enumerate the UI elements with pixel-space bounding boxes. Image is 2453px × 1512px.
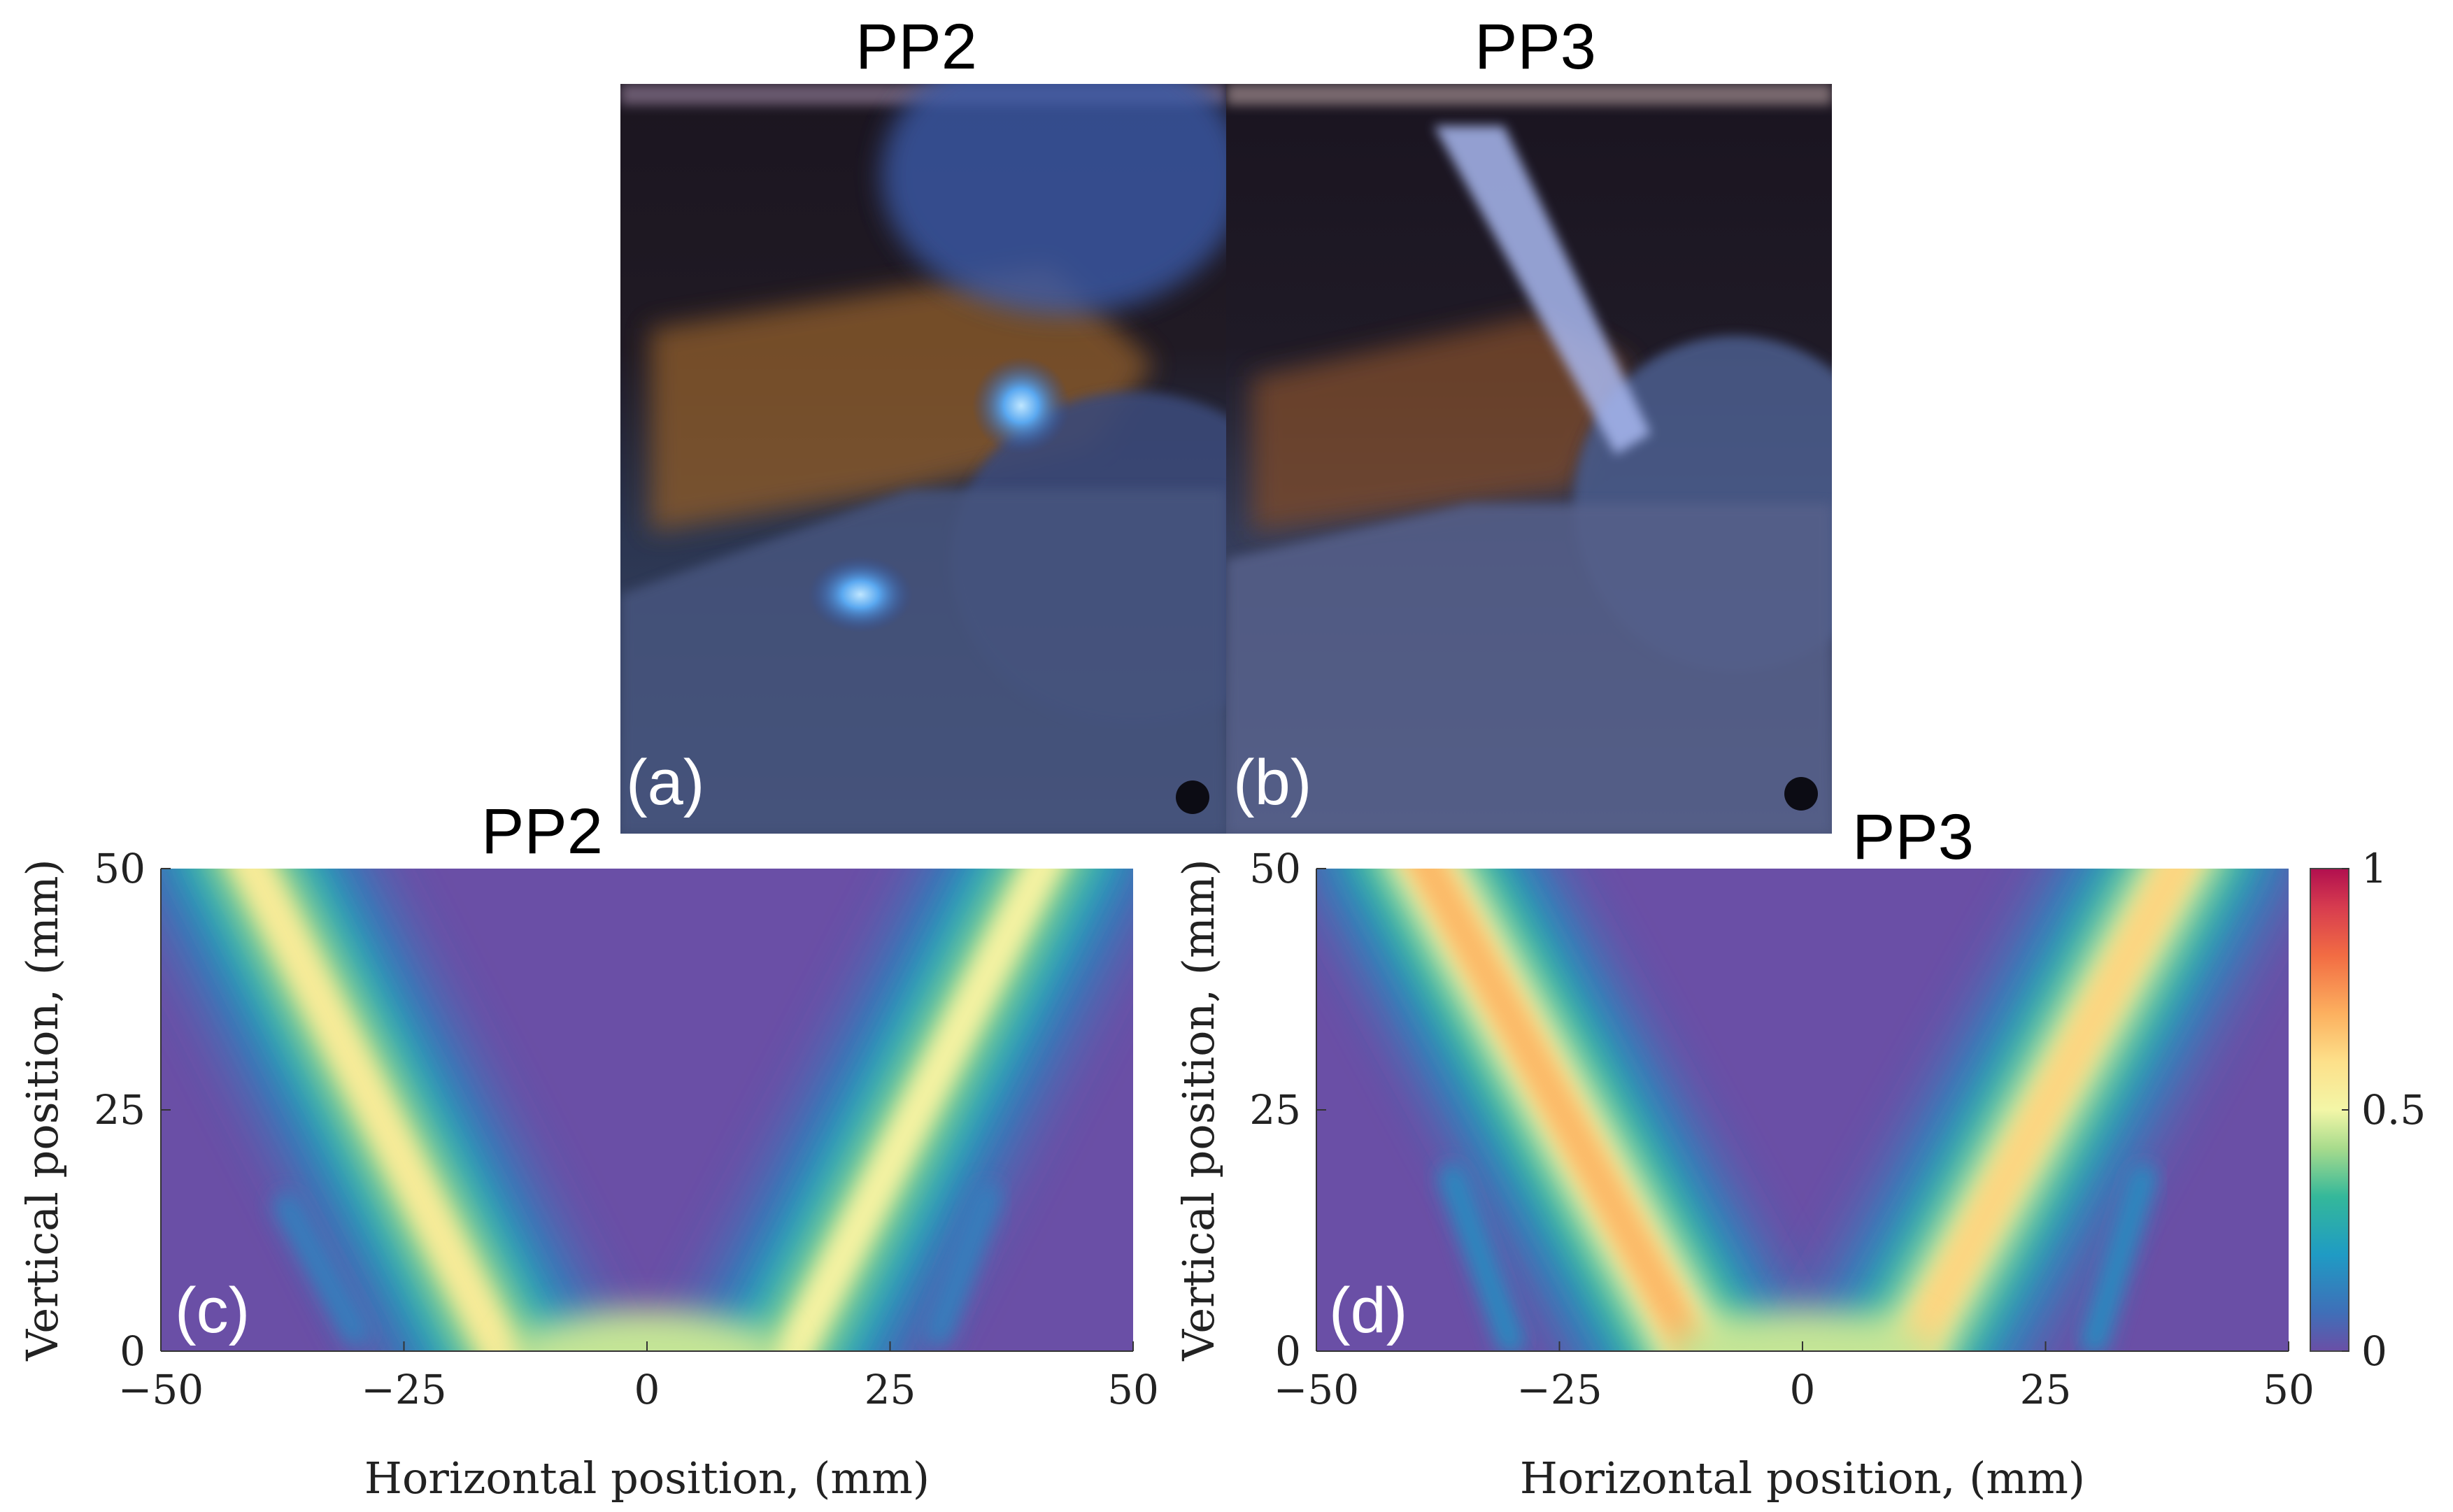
- heatmap-d-panel-label: (d): [1329, 1275, 1407, 1346]
- heatmap-d-title: PP3: [1852, 801, 1974, 873]
- heatmap-c-xtick-label: −50: [118, 1366, 204, 1413]
- photo-a-panel-label: (a): [626, 747, 704, 818]
- heatmap-d-xtick-label: −50: [1274, 1366, 1359, 1413]
- heatmap-c-ytick-label: 0: [120, 1327, 145, 1375]
- heatmap-d-branch-1-layer-3: [1889, 869, 2198, 1351]
- heatmap-c-ytick-label: 25: [94, 1086, 145, 1134]
- colorbar-tick-label: 1: [2361, 845, 2387, 892]
- heatmap-d-branch-0-layer-3: [1407, 869, 1716, 1351]
- photo-panel-a: [620, 84, 1226, 834]
- heatmap-d-junction: [1668, 1309, 1937, 1351]
- heatmap-d-ytick-label: 25: [1249, 1086, 1301, 1134]
- photo-panel-b: [1226, 84, 1832, 834]
- heatmap-d-ylabel: Vertical position, (mm): [1173, 859, 1224, 1361]
- heatmap-c-minor-streak-1: [925, 1183, 1002, 1346]
- photo-a-title: PP2: [855, 11, 977, 83]
- photo-a-haze: [881, 84, 1226, 315]
- heatmap-c-junction: [512, 1309, 782, 1351]
- photo-a-lower-flame: [808, 556, 913, 633]
- photo-b-panel-label: (b): [1233, 747, 1311, 818]
- heatmap-d-ytick-label: 0: [1275, 1327, 1301, 1375]
- photo-a-surface: [620, 490, 1226, 834]
- heatmap-d-minor-streak-0: [1438, 1163, 1525, 1351]
- photo-b-title: PP3: [1474, 11, 1596, 83]
- colorbar-tick-label: 0: [2361, 1327, 2387, 1375]
- photo-b-dark-spot: [1784, 777, 1818, 811]
- heatmap-d-field: [1316, 869, 2289, 1351]
- heatmap-d-xtick-label: 25: [2020, 1366, 2072, 1413]
- heatmap-c-field: [161, 869, 1133, 1351]
- photo-b-jet: [1434, 126, 1651, 455]
- photo-b-top-glow: [1226, 84, 1832, 105]
- photo-a-orange-region: [650, 266, 1154, 532]
- heatmap-d: −50 −25 0 25 50 0 25 50: [1249, 845, 2315, 1413]
- heatmap-c-xtick-label: 25: [865, 1366, 916, 1413]
- heatmap-d-minor-streak-1: [2080, 1163, 2157, 1351]
- heatmap-c-panel-label: (c): [175, 1275, 250, 1346]
- photo-a-dark-spot: [1176, 780, 1209, 814]
- heatmap-c: −50 −25 0 25 50 0 25 50: [94, 845, 1159, 1413]
- heatmap-d-ytick-label: 50: [1249, 845, 1301, 892]
- colorbar: 00.51: [2310, 845, 2426, 1375]
- heatmap-c-minor-streak-0: [273, 1192, 369, 1346]
- heatmap-d-xtick-label: −25: [1516, 1366, 1602, 1413]
- photo-b-surface: [1226, 504, 1832, 834]
- heatmap-d-xlabel: Horizontal position, (mm): [1520, 1453, 2085, 1504]
- heatmap-c-ylabel: Vertical position, (mm): [17, 859, 68, 1361]
- heatmap-c-ytick-label: 50: [94, 845, 145, 892]
- heatmap-c-branch-1-layer-3: [772, 869, 1063, 1351]
- heatmap-d-xtick-label: 50: [2263, 1366, 2315, 1413]
- photo-b-orange-region: [1252, 315, 1630, 532]
- heatmap-c-title: PP2: [481, 796, 603, 867]
- heatmap-c-xtick-label: 0: [634, 1366, 660, 1413]
- colorbar-tick-label: 0.5: [2361, 1086, 2426, 1134]
- heatmap-c-branch-0-layer-3: [231, 869, 522, 1351]
- heatmap-d-xtick-label: 0: [1790, 1366, 1816, 1413]
- photo-a-upper-flame: [972, 357, 1070, 455]
- heatmap-c-xtick-label: −25: [361, 1366, 446, 1413]
- heatmap-c-xlabel: Horizontal position, (mm): [364, 1453, 930, 1504]
- heatmap-c-xtick-label: 50: [1107, 1366, 1159, 1413]
